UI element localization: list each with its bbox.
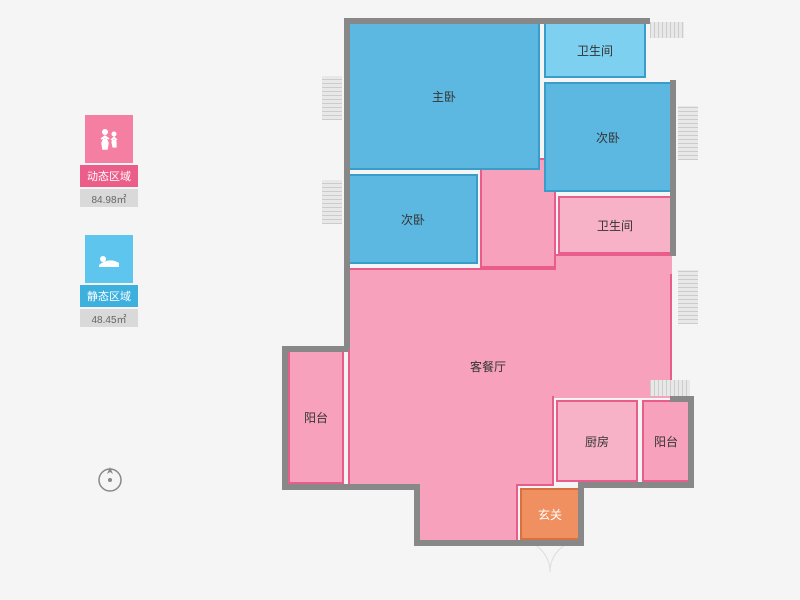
- room-kitchen: 厨房: [556, 400, 638, 482]
- wall: [282, 484, 348, 490]
- window: [678, 270, 698, 324]
- wall: [344, 266, 350, 350]
- compass-icon: [95, 465, 125, 495]
- wall: [414, 540, 584, 546]
- label-bathroom-1: 卫生间: [577, 42, 613, 59]
- label-bathroom-2: 卫生间: [597, 217, 633, 234]
- wall: [688, 396, 694, 486]
- legend-dynamic-label: 动态区域: [80, 165, 138, 187]
- room-bedroom-1: 次卧: [544, 82, 672, 192]
- legend-static-value: 48.45㎡: [80, 309, 138, 327]
- wall: [344, 18, 650, 24]
- wall: [414, 484, 420, 546]
- label-bedroom-2: 次卧: [401, 211, 425, 228]
- room-bathroom-2: 卫生间: [558, 196, 672, 254]
- floorplan: 主卧 卫生间 次卧 次卧 卫生间 客餐厅 阳台 厨房 阳台 玄关: [280, 10, 750, 590]
- room-balcony-1: 阳台: [288, 350, 344, 484]
- room-balcony-2: 阳台: [642, 400, 690, 482]
- label-balcony-1: 阳台: [304, 409, 328, 426]
- room-entry: 玄关: [520, 488, 580, 540]
- wall: [578, 482, 694, 488]
- sleep-icon: [85, 235, 133, 283]
- wall: [344, 484, 420, 490]
- wall: [578, 482, 584, 544]
- legend-static: 静态区域 48.45㎡: [80, 235, 138, 327]
- label-bedroom-1: 次卧: [596, 129, 620, 146]
- wall: [344, 18, 350, 268]
- room-master-bedroom: 主卧: [348, 22, 540, 170]
- people-icon: [85, 115, 133, 163]
- legend-static-label: 静态区域: [80, 285, 138, 307]
- window: [650, 380, 690, 396]
- label-master-bedroom: 主卧: [432, 88, 456, 105]
- window: [322, 180, 342, 224]
- label-entry: 玄关: [538, 506, 562, 523]
- legend-panel: 动态区域 84.98㎡ 静态区域 48.45㎡: [80, 115, 138, 355]
- living-lower: [348, 396, 554, 486]
- window: [322, 76, 342, 120]
- legend-dynamic: 动态区域 84.98㎡: [80, 115, 138, 207]
- legend-dynamic-value: 84.98㎡: [80, 189, 138, 207]
- room-bathroom-1: 卫生间: [544, 22, 646, 78]
- label-balcony-2: 阳台: [654, 433, 678, 450]
- wall: [282, 346, 348, 352]
- label-kitchen: 厨房: [585, 433, 609, 450]
- living-main: [348, 268, 672, 398]
- room-bedroom-2: 次卧: [348, 174, 478, 264]
- living-bottom: [418, 484, 518, 544]
- window: [650, 22, 684, 38]
- window: [678, 106, 698, 160]
- living-right-strip: [556, 254, 672, 274]
- wall: [670, 194, 676, 256]
- wall: [670, 80, 676, 196]
- wall: [282, 346, 288, 490]
